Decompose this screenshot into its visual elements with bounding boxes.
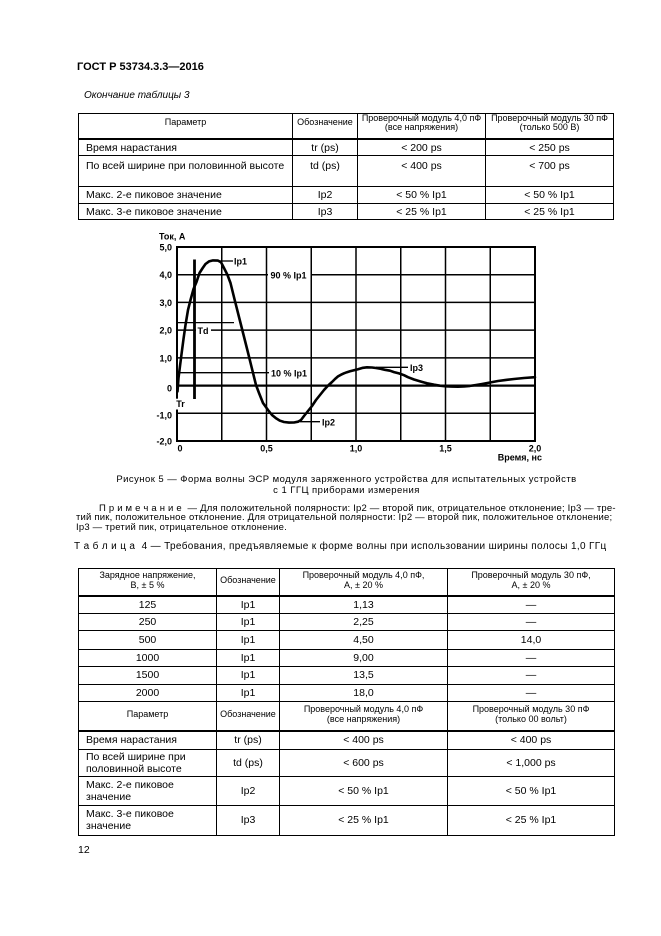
svg-text:4,0: 4,0 [159,270,172,280]
svg-text:Ip1: Ip1 [234,257,247,267]
svg-text:10 % Ip1: 10 % Ip1 [271,369,307,379]
svg-text:Tr: Tr [176,399,185,409]
svg-text:0: 0 [177,444,182,454]
svg-text:Ip2: Ip2 [322,418,335,428]
svg-text:Ток, А: Ток, А [159,232,186,242]
svg-text:Время, нс: Время, нс [498,453,542,463]
svg-text:3,0: 3,0 [159,298,172,308]
svg-text:1,0: 1,0 [159,353,172,363]
svg-text:Ip3: Ip3 [410,363,423,373]
svg-text:2,0: 2,0 [529,444,542,454]
svg-text:0: 0 [167,384,172,394]
svg-text:0,5: 0,5 [260,444,273,454]
svg-text:-1,0: -1,0 [156,411,172,421]
svg-text:5,0: 5,0 [159,243,172,253]
svg-text:1,5: 1,5 [439,444,452,454]
svg-text:-2,0: -2,0 [156,437,172,447]
svg-text:Td: Td [198,326,209,336]
svg-text:1,0: 1,0 [350,444,363,454]
svg-text:2,0: 2,0 [159,326,172,336]
svg-text:90 % Ip1: 90 % Ip1 [271,271,307,281]
